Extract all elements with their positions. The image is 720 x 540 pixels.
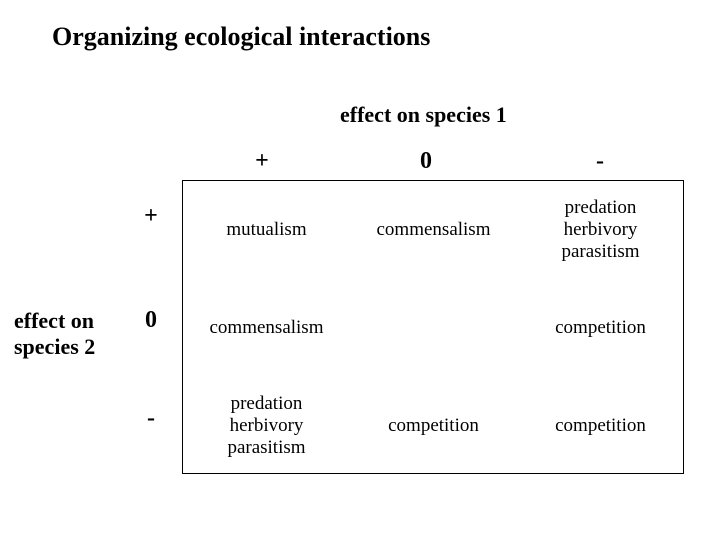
cell-line: parasitism [561,241,639,263]
row-symbol-plus: + [136,203,166,230]
cell-line: predation [231,393,303,415]
interaction-grid: mutualism commensalism predation herbivo… [182,180,684,474]
col-symbol-minus: - [585,148,615,175]
cell-r1-c0: commensalism [183,279,350,377]
row-axis-title-line2: species 2 [14,334,95,360]
cell-line: competition [555,317,646,339]
cell-r2-c0: predation herbivory parasitism [183,377,350,475]
cell-r1-c2: competition [517,279,684,377]
cell-r1-c1 [350,279,517,377]
col-symbol-zero: 0 [411,148,441,175]
cell-r2-c1: competition [350,377,517,475]
cell-r0-c1: commensalism [350,181,517,279]
row-symbol-minus: - [136,405,166,432]
cell-line: herbivory [564,219,638,241]
cell-line: commensalism [377,219,491,241]
page-title: Organizing ecological interactions [52,22,430,52]
cell-line: parasitism [227,437,305,459]
cell-r0-c0: mutualism [183,181,350,279]
cell-line: predation [565,197,637,219]
cell-line: competition [555,415,646,437]
cell-line: commensalism [210,317,324,339]
cell-line: herbivory [230,415,304,437]
cell-r0-c2: predation herbivory parasitism [517,181,684,279]
cell-r2-c2: competition [517,377,684,475]
row-axis-title: effect on species 2 [14,308,95,360]
row-axis-title-line1: effect on [14,308,95,334]
row-symbol-zero: 0 [136,307,166,334]
col-symbol-plus: + [247,148,277,175]
cell-line: mutualism [226,219,306,241]
column-axis-title: effect on species 1 [340,102,507,128]
cell-line: competition [388,415,479,437]
